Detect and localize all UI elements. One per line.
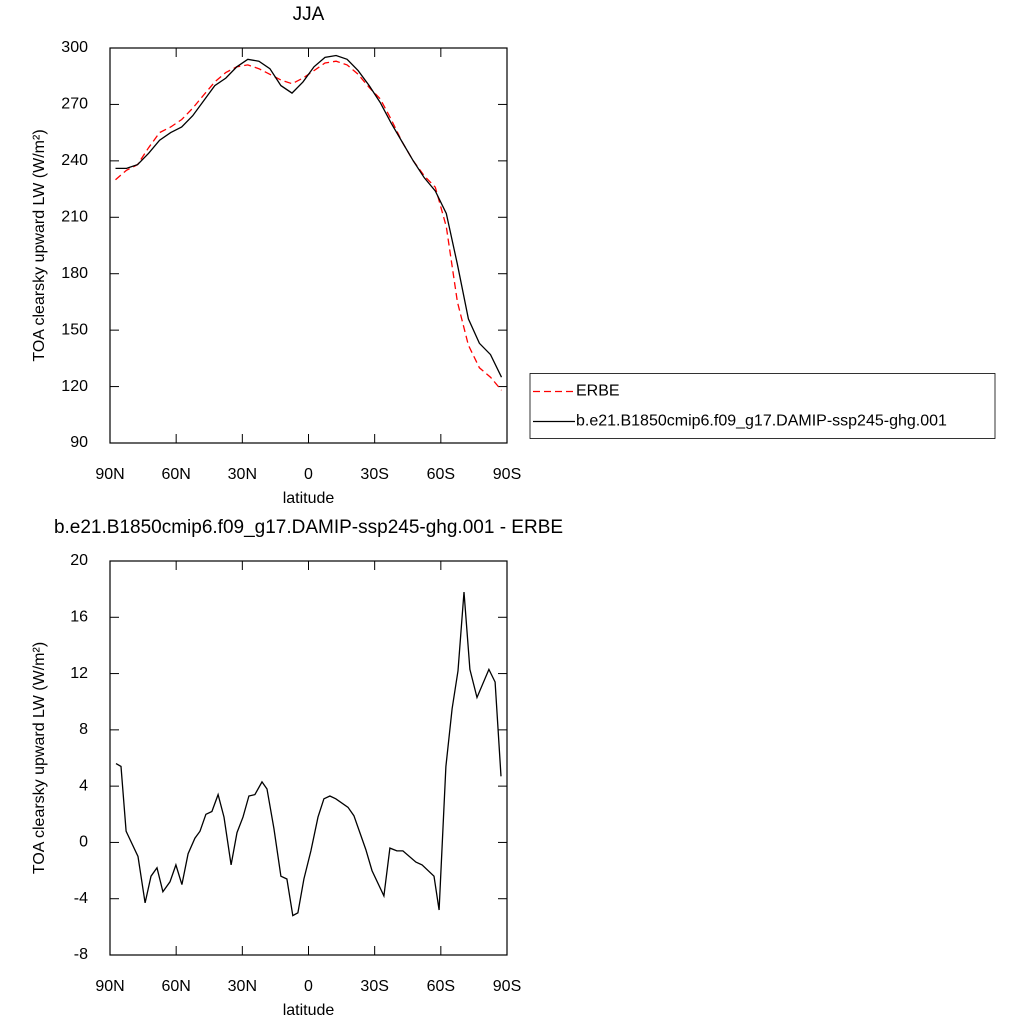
legend-label: b.e21.B1850cmip6.f09_g17.DAMIP-ssp245-gh… xyxy=(576,413,947,430)
y-tick-label: 8 xyxy=(79,721,88,738)
x-tick-label: 0 xyxy=(304,978,313,995)
y-tick-label: 270 xyxy=(61,96,88,113)
data-line xyxy=(115,54,503,378)
x-tick-label: 60N xyxy=(161,978,190,995)
x-tick-label: 60S xyxy=(427,978,455,995)
x-tick-label: 90S xyxy=(493,466,521,483)
y-tick-label: 240 xyxy=(61,152,88,169)
y-axis-label: TOA clearsky upward LW (W/m²) xyxy=(31,642,48,874)
x-tick-label: 90S xyxy=(493,978,521,995)
x-tick-label: 60N xyxy=(161,466,190,483)
x-axis-label: latitude xyxy=(283,490,335,507)
chart-title: b.e21.B1850cmip6.f09_g17.DAMIP-ssp245-gh… xyxy=(54,517,563,538)
y-tick-label: 120 xyxy=(61,378,88,395)
y-tick-label: 0 xyxy=(79,834,88,851)
y-tick-label: 180 xyxy=(61,265,88,282)
y-tick-label: 300 xyxy=(61,39,88,56)
chart-title: JJA xyxy=(293,4,325,25)
y-axis-label: TOA clearsky upward LW (W/m²) xyxy=(31,129,48,361)
data-line xyxy=(115,60,502,391)
plot-frame xyxy=(109,47,508,444)
y-tick-label: 150 xyxy=(61,321,88,338)
y-tick-label: -4 xyxy=(74,890,88,907)
y-tick-label: 12 xyxy=(70,665,88,682)
data-line xyxy=(115,591,502,917)
plot-frame xyxy=(109,560,508,956)
x-axis-label: latitude xyxy=(283,1002,335,1019)
x-tick-label: 30N xyxy=(228,978,257,995)
x-tick-label: 90N xyxy=(95,466,124,483)
x-tick-label: 30N xyxy=(228,466,257,483)
y-tick-label: 16 xyxy=(70,609,88,626)
y-tick-label: 210 xyxy=(61,209,88,226)
y-tick-label: 20 xyxy=(70,552,88,569)
legend-box xyxy=(529,373,996,439)
x-tick-label: 60S xyxy=(427,466,455,483)
x-tick-label: 30S xyxy=(360,978,388,995)
x-tick-label: 0 xyxy=(304,466,313,483)
y-tick-label: 4 xyxy=(79,777,88,794)
y-tick-label: 90 xyxy=(70,434,88,451)
legend-label: ERBE xyxy=(576,383,620,400)
y-tick-label: -8 xyxy=(74,946,88,963)
x-tick-label: 30S xyxy=(360,466,388,483)
x-tick-label: 90N xyxy=(95,978,124,995)
